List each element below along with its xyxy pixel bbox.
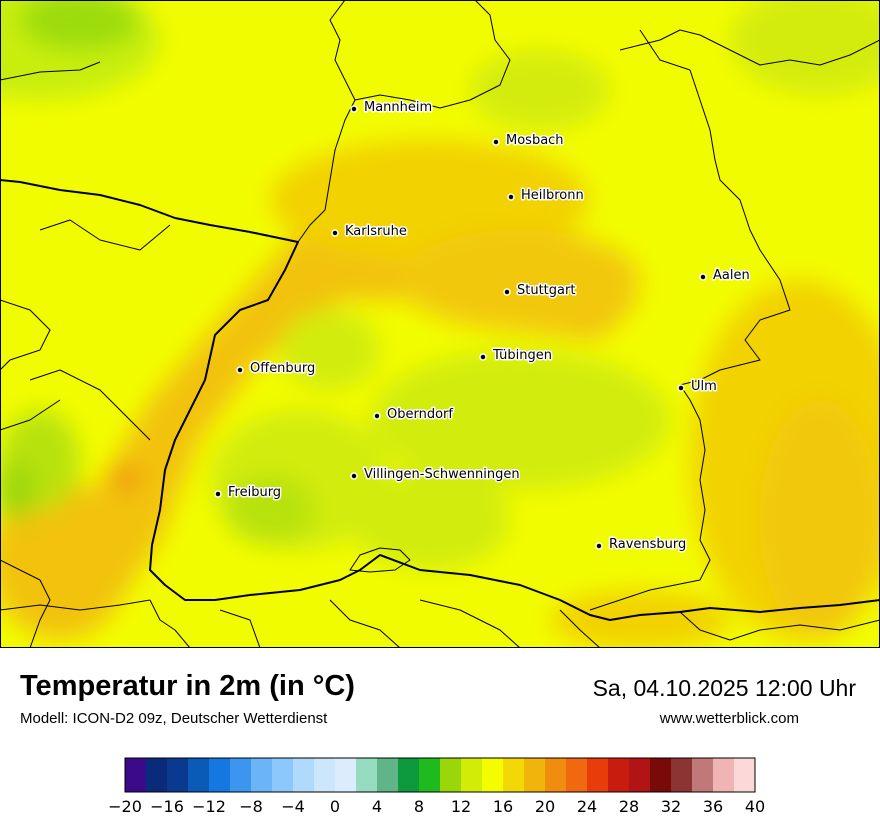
legend-swatch xyxy=(524,758,546,792)
legend-swatch xyxy=(146,758,168,792)
legend-swatch xyxy=(650,758,672,792)
city-aalen: Aalen xyxy=(699,267,751,285)
city-offenburg: Offenburg xyxy=(236,360,317,378)
legend-swatch xyxy=(629,758,651,792)
model-source: Modell: ICON-D2 09z, Deutscher Wetterdie… xyxy=(20,710,328,727)
svg-text:Freiburg: Freiburg xyxy=(228,485,281,500)
legend-swatch xyxy=(377,758,399,792)
city-freiburg: Freiburg xyxy=(214,484,283,502)
temperature-map: Mannheim Mosbach Heilbronn Karlsruhe Aal… xyxy=(0,0,880,648)
color-scale-legend: −20 −16 −12 −8 −4 0 4 8 12 16 20 24 28 32 36 40 xyxy=(108,757,765,816)
svg-text:Ravensburg: Ravensburg xyxy=(609,537,686,552)
legend-swatch xyxy=(734,758,756,792)
city-ravensburg: Ravensburg xyxy=(595,536,688,554)
legend-swatch xyxy=(293,758,315,792)
legend-tick-label: 0 xyxy=(330,797,340,816)
legend-tick-label: 40 xyxy=(745,797,765,816)
legend-swatch xyxy=(419,758,441,792)
legend-swatch xyxy=(440,758,462,792)
website-link[interactable]: www.wetterblick.com xyxy=(659,710,799,727)
legend-tick-label: −8 xyxy=(239,797,263,816)
city-ulm: Ulm xyxy=(677,378,718,396)
svg-text:Mosbach: Mosbach xyxy=(506,133,564,148)
city-tuebingen: Tübingen xyxy=(479,347,554,365)
legend-swatch xyxy=(209,758,231,792)
legend-tick-label: 4 xyxy=(372,797,382,816)
city-villingen-schwenningen: Villingen-Schwenningen xyxy=(350,466,521,484)
legend-swatch xyxy=(482,758,504,792)
city-oberndorf: Oberndorf xyxy=(373,406,455,424)
legend-swatch xyxy=(545,758,567,792)
legend-tick-label: 28 xyxy=(619,797,639,816)
svg-text:Ulm: Ulm xyxy=(691,379,717,394)
legend-swatch xyxy=(251,758,273,792)
legend-swatches xyxy=(125,758,756,792)
legend-ticks: −20 −16 −12 −8 −4 0 4 8 12 16 20 24 28 32 36 40 xyxy=(108,797,765,816)
legend-swatch xyxy=(230,758,252,792)
city-karlsruhe: Karlsruhe xyxy=(331,223,408,241)
city-markers: Mannheim Mosbach Heilbronn Karlsruhe Aal… xyxy=(214,99,751,554)
legend-swatch xyxy=(587,758,609,792)
legend-swatch xyxy=(692,758,714,792)
legend-swatch xyxy=(272,758,294,792)
svg-text:Villingen-Schwenningen: Villingen-Schwenningen xyxy=(364,467,520,482)
legend-swatch xyxy=(608,758,630,792)
forecast-datetime: Sa, 04.10.2025 12:00 Uhr xyxy=(592,675,856,701)
legend-tick-label: −12 xyxy=(192,797,226,816)
city-stuttgart: Stuttgart xyxy=(503,282,577,300)
legend-swatch xyxy=(314,758,336,792)
legend-swatch xyxy=(188,758,210,792)
legend-tick-label: −4 xyxy=(281,797,305,816)
city-mannheim: Mannheim xyxy=(350,99,434,117)
legend-swatch xyxy=(125,758,147,792)
legend-swatch xyxy=(356,758,378,792)
legend-tick-label: 36 xyxy=(703,797,723,816)
city-mosbach: Mosbach xyxy=(492,132,565,150)
legend-swatch xyxy=(503,758,525,792)
svg-text:Karlsruhe: Karlsruhe xyxy=(345,224,407,239)
svg-text:Aalen: Aalen xyxy=(713,268,750,283)
legend-tick-label: 24 xyxy=(577,797,597,816)
svg-text:Oberndorf: Oberndorf xyxy=(387,407,453,422)
legend-swatch xyxy=(461,758,483,792)
svg-text:Stuttgart: Stuttgart xyxy=(517,283,575,298)
legend-tick-label: −16 xyxy=(150,797,184,816)
city-heilbronn: Heilbronn xyxy=(507,187,585,205)
legend-swatch xyxy=(566,758,588,792)
legend-tick-label: 12 xyxy=(451,797,471,816)
svg-text:Tübingen: Tübingen xyxy=(492,348,552,363)
legend-swatch xyxy=(335,758,357,792)
legend-tick-label: 16 xyxy=(493,797,513,816)
legend-swatch xyxy=(167,758,189,792)
svg-text:Mannheim: Mannheim xyxy=(364,100,432,115)
legend-swatch xyxy=(671,758,693,792)
map-title: Temperatur in 2m (in °C) xyxy=(20,670,355,702)
svg-text:Offenburg: Offenburg xyxy=(250,361,315,376)
legend-tick-label: 8 xyxy=(414,797,424,816)
legend-swatch xyxy=(713,758,735,792)
legend-tick-label: 20 xyxy=(535,797,555,816)
legend-tick-label: −20 xyxy=(108,797,142,816)
legend-swatch xyxy=(398,758,420,792)
legend-tick-label: 32 xyxy=(661,797,681,816)
svg-text:Heilbronn: Heilbronn xyxy=(521,188,584,203)
